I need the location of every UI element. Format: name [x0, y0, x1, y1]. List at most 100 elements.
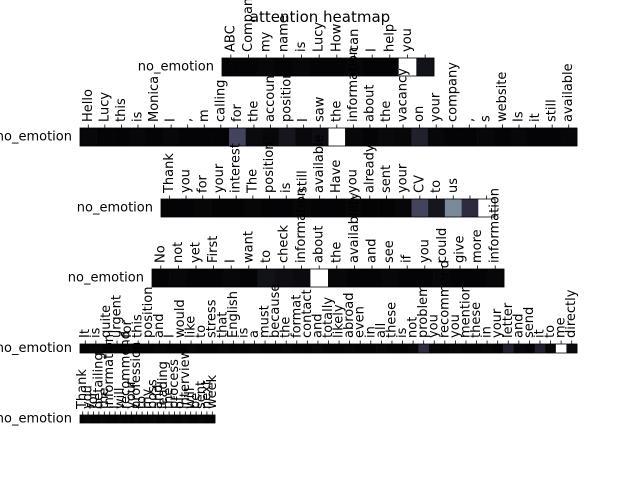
row-label: no_emotion	[0, 341, 72, 356]
row-label: no_emotion	[138, 60, 214, 75]
token-label: Thank	[162, 153, 177, 194]
heat-cell	[185, 344, 197, 353]
token-label: ,	[180, 118, 195, 122]
heat-cell	[129, 128, 147, 146]
heat-cell	[259, 344, 271, 353]
token-label: and	[152, 314, 167, 338]
token-label: is	[294, 41, 309, 52]
heat-cell	[486, 269, 505, 287]
token-label: the	[97, 388, 112, 409]
token-label: company	[445, 62, 460, 122]
heat-cell	[460, 344, 472, 353]
token-label: you	[346, 169, 361, 193]
heat-cell	[227, 199, 245, 217]
heat-cell	[217, 344, 229, 353]
heat-cell	[311, 199, 329, 217]
token-label: is	[88, 327, 103, 338]
heat-cell	[333, 344, 345, 353]
token-label: these	[469, 302, 484, 338]
token-label: more	[470, 229, 485, 263]
heat-cell	[275, 269, 294, 287]
heat-cell	[139, 415, 146, 423]
heat-cell	[194, 199, 212, 217]
heat-cell	[416, 269, 434, 287]
heat-cell	[397, 344, 409, 353]
token-label: will	[113, 388, 128, 409]
row-label: no_emotion	[77, 201, 153, 216]
heatmap-frame	[79, 414, 216, 424]
token-label: Is	[512, 111, 527, 122]
heat-cell	[328, 199, 345, 217]
token-label: the	[379, 101, 394, 122]
heat-cell	[134, 415, 140, 423]
token-label: your	[490, 308, 505, 338]
token-label: stress	[205, 299, 220, 338]
heat-cell	[311, 128, 329, 146]
heat-cell	[411, 128, 429, 146]
heat-cell	[245, 128, 263, 146]
heat-cell	[361, 128, 379, 146]
heat-cell	[101, 344, 113, 353]
heat-cell	[291, 344, 303, 353]
token-label: about	[362, 84, 377, 122]
token-label: you	[427, 314, 442, 338]
heat-cell	[270, 344, 282, 353]
heat-cell	[494, 128, 512, 146]
heat-cell	[461, 199, 479, 217]
token-label: even	[353, 306, 368, 338]
heat-cell	[280, 344, 292, 353]
heat-cell	[222, 58, 240, 76]
token-label: I	[164, 118, 179, 122]
token-label: to	[429, 180, 444, 193]
token-label: about	[312, 225, 327, 263]
token-label: The	[245, 169, 260, 194]
heat-cell	[543, 128, 561, 146]
token-label: position	[280, 71, 295, 123]
token-label: in	[363, 326, 378, 338]
heat-cell	[182, 415, 189, 423]
token-label: CV	[412, 175, 427, 193]
heat-cell	[310, 58, 329, 76]
heat-cell	[461, 128, 478, 146]
heat-cell	[302, 344, 313, 353]
heat-cell	[228, 344, 239, 353]
heat-cell	[122, 344, 134, 353]
heat-cell	[524, 344, 536, 353]
heat-cell	[244, 199, 262, 217]
token-label: it	[528, 113, 543, 122]
heat-cell	[363, 58, 382, 76]
token-label: us	[446, 178, 461, 193]
token-label: that	[215, 312, 230, 338]
heat-cell	[545, 344, 557, 353]
token-label: already	[362, 144, 377, 193]
token-label: availability	[347, 192, 362, 263]
token-label: help	[382, 24, 397, 52]
heat-cell	[365, 344, 377, 353]
token-label: detailing	[91, 352, 106, 409]
heat-cell	[107, 415, 113, 423]
heat-cell	[96, 415, 102, 423]
token-label: me	[554, 317, 569, 338]
heat-cell	[196, 344, 208, 353]
token-label: and	[365, 239, 380, 263]
heat-cell	[257, 269, 276, 287]
heat-cell	[492, 344, 504, 353]
token-label: the	[329, 242, 344, 263]
heat-cell	[187, 269, 206, 287]
heat-cell	[566, 344, 578, 353]
token-label: to	[259, 250, 274, 263]
token-label: information	[488, 188, 503, 263]
token-label: boss	[145, 379, 160, 409]
heat-cell	[90, 344, 102, 353]
token-label: the	[279, 317, 294, 338]
token-label: would	[173, 299, 188, 338]
token-label: Monica	[147, 76, 162, 122]
token-label: information	[102, 334, 117, 409]
token-label: is	[236, 327, 251, 338]
heat-cell	[513, 344, 525, 353]
heat-cell	[275, 58, 293, 76]
token-label: send	[522, 307, 537, 338]
token-label: you	[417, 239, 432, 263]
token-label: abroad	[342, 293, 357, 338]
